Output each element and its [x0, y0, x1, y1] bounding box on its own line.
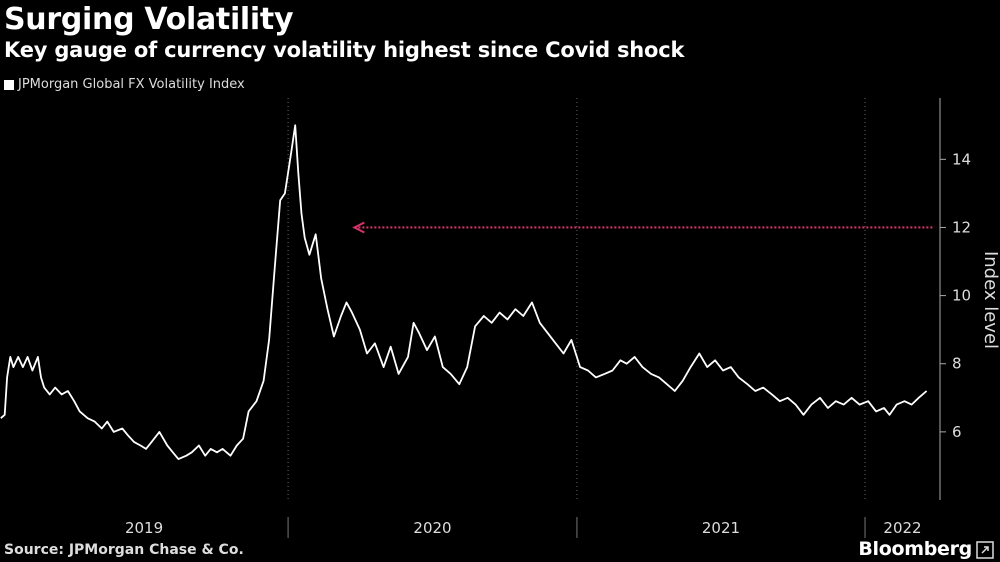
x-tick-label: 2022: [883, 519, 921, 537]
series-line: [0, 124, 928, 460]
chart-subtitle: Key gauge of currency volatility highest…: [4, 38, 685, 62]
expand-icon: [976, 541, 994, 559]
chart-title: Surging Volatility: [4, 2, 294, 37]
x-tick-label: 2019: [125, 519, 163, 537]
x-tick-label: 2021: [702, 519, 740, 537]
source-note: Source: JPMorgan Chase & Co.: [4, 542, 244, 558]
x-tick-label: 2020: [413, 519, 451, 537]
y-tick-label: 14: [952, 150, 971, 168]
bloomberg-logo: Bloomberg: [858, 538, 972, 560]
legend-swatch: [4, 79, 14, 90]
legend-label: JPMorgan Global FX Volatility Index: [18, 77, 245, 92]
y-tick-label: 10: [952, 287, 971, 305]
reference-arrowhead: [352, 221, 365, 234]
y-tick-label: 12: [952, 218, 971, 236]
legend: JPMorgan Global FX Volatility Index: [4, 77, 245, 92]
y-tick-label: 8: [952, 355, 962, 373]
y-tick-label: 6: [952, 423, 962, 441]
y-axis-title: Index level: [980, 251, 1000, 349]
